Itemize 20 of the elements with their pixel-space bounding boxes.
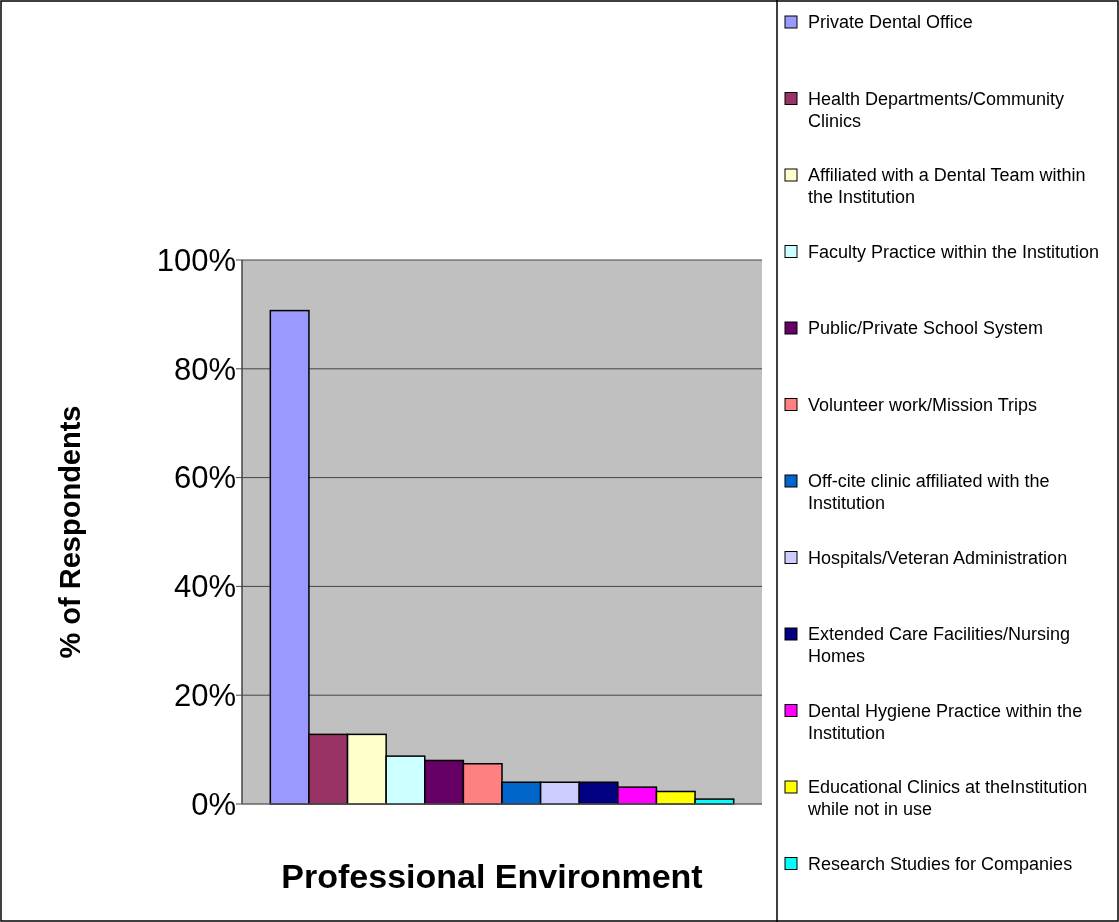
legend-label: Faculty Practice within the Institution: [808, 241, 1100, 262]
y-tick-label: 60%: [173, 460, 236, 496]
legend-label: Private Dental Office: [808, 12, 973, 33]
legend-label: Educational Clinics at theInstitution while not in use: [807, 777, 1088, 820]
legend-label: Volunteer work/Mission Trips: [808, 394, 1038, 415]
legend-label: Dental Hygiene Practice within the Institution: [808, 700, 1083, 743]
y-tick-label: 0%: [191, 786, 236, 822]
y-tick-label: 40%: [173, 569, 236, 605]
legend-label: Off-cite clinic affiliated with the Institution: [808, 471, 1050, 514]
legend-label: Affiliated with a Dental Team within the Institution: [808, 165, 1086, 208]
legend-label: Extended Care Facilities/Nursing Homes: [808, 624, 1071, 667]
x-axis-title: Professional Environment: [281, 857, 703, 895]
legend-label: Research Studies for Companies: [808, 853, 1073, 874]
y-axis-title: % of Respondents: [54, 405, 86, 659]
y-tick-label: 20%: [173, 678, 236, 714]
y-tick-label: 100%: [156, 242, 236, 278]
legend-label: Hospitals/Veteran Administration: [808, 547, 1068, 568]
y-tick-label: 80%: [173, 351, 236, 387]
legend-label: Public/Private School System: [808, 318, 1044, 339]
legend-label: Health Departments/Community Clinics: [808, 88, 1065, 131]
